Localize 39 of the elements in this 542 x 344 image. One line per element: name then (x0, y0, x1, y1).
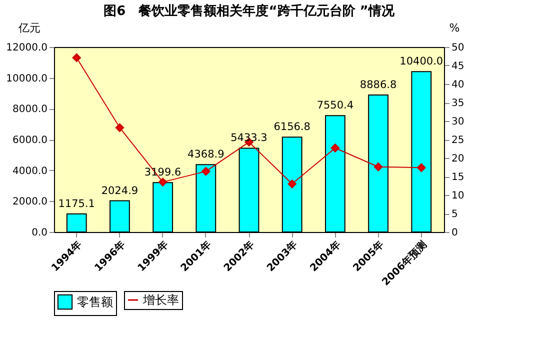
y-tick-label: 6000.0 (12, 135, 48, 146)
y-tick-label: 8000.0 (12, 104, 48, 116)
legend-label: 增长率 (142, 293, 179, 307)
y2-tick-label: 15 (452, 172, 464, 183)
y-tick-label: 12000.0 (6, 42, 48, 54)
y-tick-label: 10000.0 (6, 73, 48, 84)
data-label: 2024.9 (101, 184, 138, 197)
y2-tick-label: 25 (452, 135, 464, 146)
y2-tick-label: 35 (452, 98, 464, 109)
data-label: 4368.9 (188, 148, 224, 161)
y2-axis-title: % (449, 22, 460, 34)
y-axis-title: 亿元 (18, 22, 40, 34)
point (374, 162, 382, 172)
y2-tick-label: 5 (452, 209, 458, 220)
point (288, 180, 296, 188)
data-label: 1175.1 (58, 198, 95, 210)
point (202, 167, 210, 176)
y2-tick-label: 40 (452, 80, 464, 90)
chart-title: 图6 餐饮业零售额相关年度“跨千亿元台阶 ”情况 (104, 3, 396, 19)
data-label: 6156.8 (274, 121, 310, 134)
point (331, 144, 340, 152)
point (116, 124, 124, 132)
y-tick-label: 2000.0 (12, 196, 48, 208)
data-label: 7550.4 (316, 100, 354, 112)
y2-tick-label: 30 (452, 116, 464, 128)
y2-tick-label: 0 (452, 228, 458, 238)
y-tick-label: 0.0 (32, 228, 48, 238)
y2-tick-label: 50 (452, 42, 464, 54)
point (72, 54, 81, 62)
point (417, 163, 426, 172)
y2-tick-label: 10 (452, 190, 464, 202)
data-label: 8886.8 (360, 78, 397, 91)
data-label: 10400.0 (400, 56, 444, 68)
legend-label: 零售额 (77, 295, 113, 309)
y-tick-label: 4000.0 (12, 166, 48, 177)
y2-tick-label: 20 (452, 154, 464, 164)
y2-tick-label: 45 (452, 61, 464, 72)
point (158, 178, 167, 186)
data-label: 5433.3 (230, 132, 268, 144)
